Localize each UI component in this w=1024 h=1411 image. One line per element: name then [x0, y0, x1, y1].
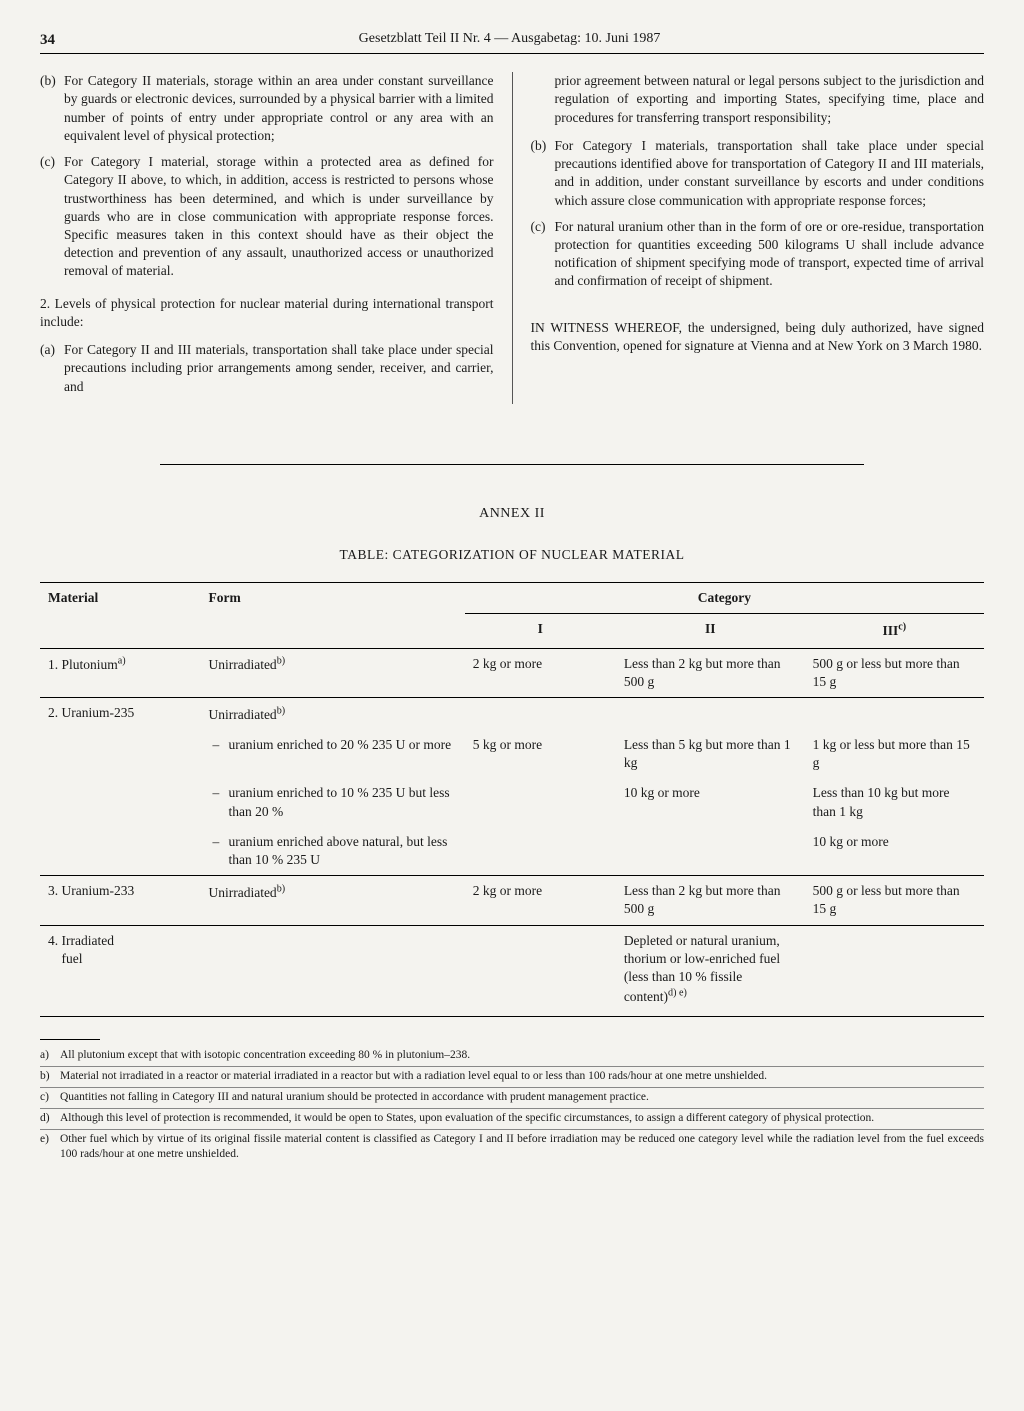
- table-row: –uranium enriched above natural, but les…: [40, 827, 984, 876]
- item-c-right: (c) For natural uranium other than in th…: [531, 218, 985, 291]
- th-c3: IIIc): [805, 614, 984, 649]
- categorization-table: Material Form Category I II IIIc) 1. Plu…: [40, 582, 984, 1017]
- page-header: 34 Gesetzblatt Teil II Nr. 4 — Ausgabeta…: [40, 30, 984, 54]
- table-row: 3. Uranium-233 Unirradiatedb) 2 kg or mo…: [40, 876, 984, 925]
- header-title: Gesetzblatt Teil II Nr. 4 — Ausgabetag: …: [359, 30, 661, 50]
- table-title: TABLE: CATEGORIZATION OF NUCLEAR MATERIA…: [40, 546, 984, 564]
- item-b-right: (b) For Category I materials, transporta…: [531, 137, 985, 210]
- item-a: (a) For Category II and III materials, t…: [40, 341, 494, 396]
- para-2: 2. Levels of physical protection for nuc…: [40, 295, 494, 331]
- page-number: 34: [40, 30, 55, 50]
- two-column-body: (b) For Category II materials, storage w…: [40, 72, 984, 404]
- table-row: –uranium enriched to 20 % 235 U or more …: [40, 730, 984, 778]
- table-row: 2. Uranium-235 Unirradiatedb): [40, 698, 984, 730]
- th-form: Form: [200, 582, 464, 648]
- table-row: 4. Irradiated fuel Depleted or natural u…: [40, 925, 984, 1016]
- footnotes: a)All plutonium except that with isotopi…: [40, 1039, 984, 1165]
- witness-para: IN WITNESS WHEREOF, the undersigned, bei…: [531, 319, 985, 355]
- footnote-rule: [40, 1039, 100, 1040]
- th-category: Category: [465, 582, 984, 613]
- th-c2: II: [616, 614, 805, 649]
- left-column: (b) For Category II materials, storage w…: [40, 72, 494, 404]
- item-b: (b) For Category II materials, storage w…: [40, 72, 494, 145]
- table-row: 1. Plutoniuma) Unirradiatedb) 2 kg or mo…: [40, 648, 984, 697]
- section-divider: [160, 464, 864, 465]
- continuation: prior agreement between natural or legal…: [531, 72, 985, 127]
- th-material: Material: [40, 582, 200, 648]
- annex-title: ANNEX II: [40, 505, 984, 524]
- item-c: (c) For Category I material, storage wit…: [40, 153, 494, 281]
- th-c1: I: [465, 614, 616, 649]
- right-column: prior agreement between natural or legal…: [512, 72, 985, 404]
- table-row: –uranium enriched to 10 % 235 U but less…: [40, 778, 984, 826]
